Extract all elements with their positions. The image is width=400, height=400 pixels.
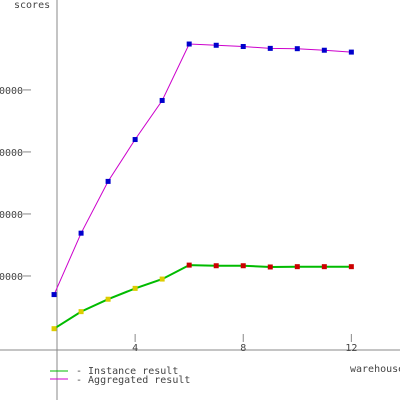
data-point-instance-result bbox=[105, 296, 111, 302]
series-layer bbox=[51, 41, 354, 332]
data-point-aggregated-result bbox=[186, 41, 192, 47]
data-point-instance-result bbox=[294, 264, 300, 270]
y-tick-label: 200000 bbox=[0, 272, 23, 283]
data-point-aggregated-result bbox=[159, 97, 165, 103]
data-point-instance-result bbox=[348, 264, 354, 270]
data-point-instance-result bbox=[51, 326, 57, 332]
x-axis-title: warehouses bbox=[350, 364, 400, 375]
series-line-aggregated-result bbox=[53, 43, 352, 295]
data-point-instance-result bbox=[321, 264, 327, 270]
y-tick-label: 800000 bbox=[0, 86, 23, 97]
data-point-aggregated-result bbox=[78, 230, 84, 236]
x-tick-label: 12 bbox=[345, 343, 357, 354]
data-point-instance-result bbox=[132, 285, 138, 291]
legend-label-aggregated: - Aggregated result bbox=[76, 375, 190, 386]
series-line-instance-result bbox=[53, 264, 352, 330]
data-point-aggregated-result bbox=[321, 47, 327, 53]
data-point-aggregated-result bbox=[348, 49, 354, 55]
y-axis-title: scores bbox=[14, 0, 50, 11]
data-point-instance-result bbox=[240, 263, 246, 269]
data-point-aggregated-result bbox=[213, 42, 219, 48]
data-point-aggregated-result bbox=[51, 292, 57, 298]
data-point-aggregated-result bbox=[267, 45, 273, 51]
x-tick-label: 4 bbox=[132, 343, 138, 354]
y-tick-label: 400000 bbox=[0, 210, 23, 221]
data-point-instance-result bbox=[213, 263, 219, 269]
data-point-instance-result bbox=[78, 309, 84, 315]
legend-label-instance: - Instance result bbox=[76, 366, 178, 377]
data-point-aggregated-result bbox=[105, 178, 111, 184]
data-point-instance-result bbox=[267, 264, 273, 270]
data-point-aggregated-result bbox=[294, 46, 300, 52]
x-tick-label: 8 bbox=[240, 343, 246, 354]
tick-layer: 200000 400000 600000 800000 4 8 12 bbox=[0, 86, 357, 354]
data-point-aggregated-result bbox=[240, 44, 246, 50]
legend: - Instance result - Aggregated result bbox=[50, 366, 190, 386]
data-point-aggregated-result bbox=[132, 137, 138, 143]
data-point-instance-result bbox=[159, 276, 165, 282]
data-point-instance-result bbox=[186, 262, 192, 268]
y-tick-label: 600000 bbox=[0, 148, 23, 159]
